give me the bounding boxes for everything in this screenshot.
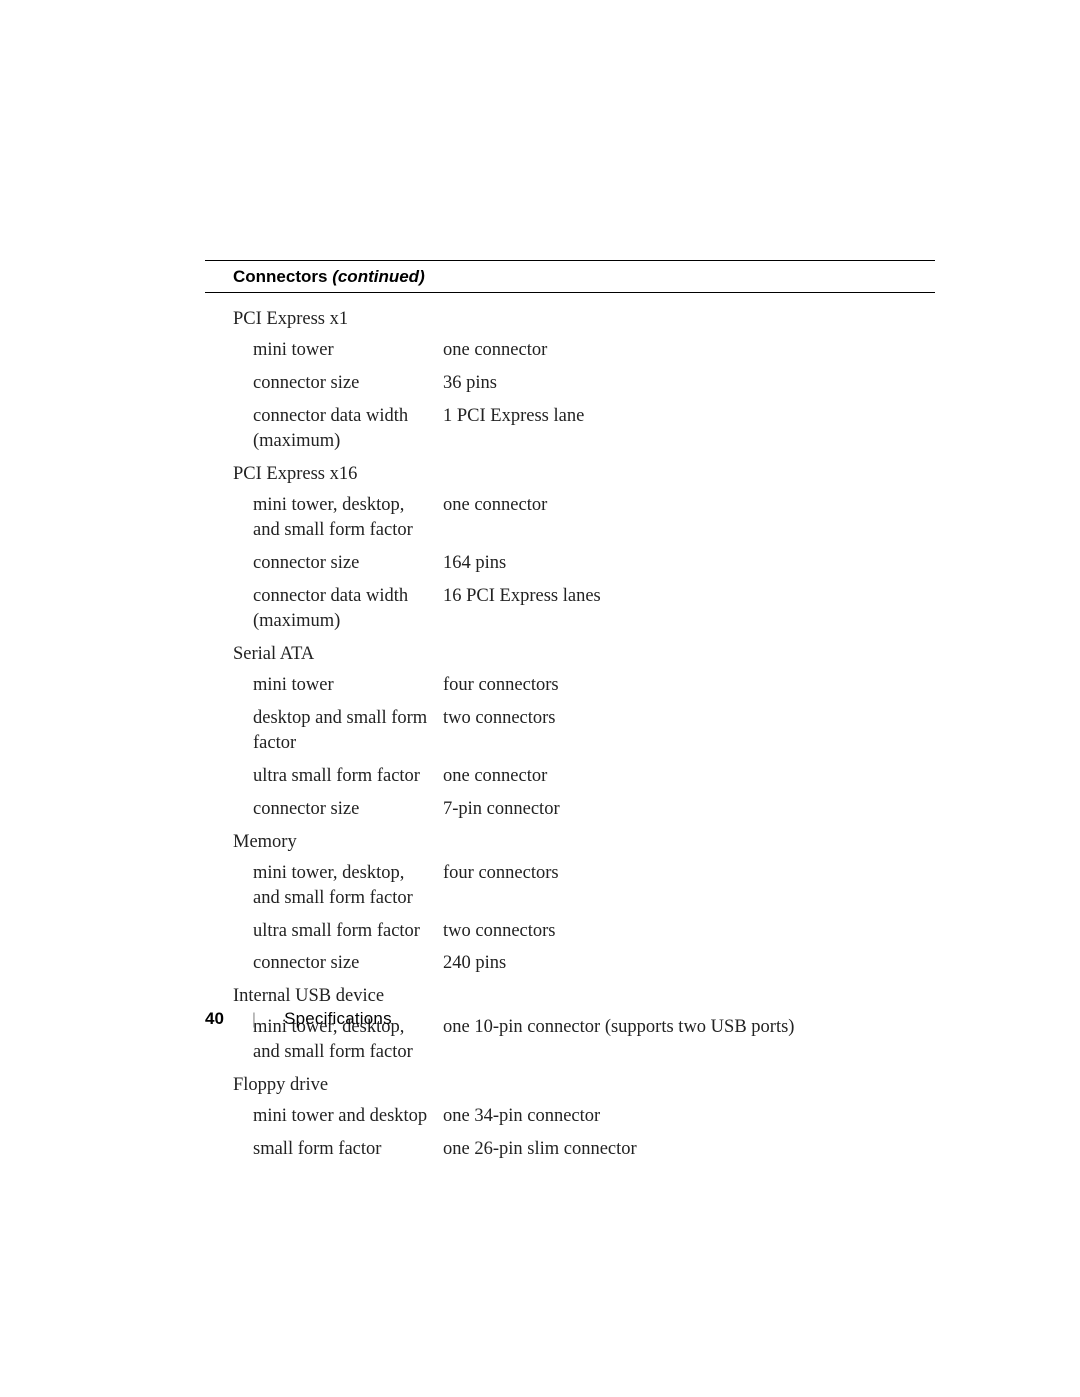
page-content: Connectors (continued) PCI Express x1 mi…	[0, 0, 1080, 1166]
spec-label: connector data width (maximum)	[233, 584, 443, 634]
group-heading: Serial ATA	[233, 638, 935, 669]
group-heading: PCI Express x1	[233, 303, 935, 334]
spec-value: two connectors	[443, 706, 935, 731]
spec-row: mini tower, desktop, and small form fact…	[233, 857, 935, 915]
spec-value: one connector	[443, 338, 935, 363]
spec-label: mini tower	[233, 673, 443, 698]
spec-row: ultra small form factor two connectors	[233, 915, 935, 948]
spec-value: two connectors	[443, 919, 935, 944]
spec-value: 36 pins	[443, 371, 935, 396]
spec-value: one connector	[443, 493, 935, 518]
spec-value: 164 pins	[443, 551, 935, 576]
spec-row: connector size 164 pins	[233, 547, 935, 580]
spec-label: desktop and small form factor	[233, 706, 443, 756]
spec-value: one 34-pin connector	[443, 1104, 935, 1129]
group-heading: PCI Express x16	[233, 458, 935, 489]
rule-mid	[205, 292, 935, 293]
spec-label: connector size	[233, 797, 443, 822]
spec-value: one 26-pin slim connector	[443, 1137, 935, 1162]
spec-row: connector data width (maximum) 16 PCI Ex…	[233, 580, 935, 638]
spec-value: 7-pin connector	[443, 797, 935, 822]
rule-top	[205, 260, 935, 261]
spec-label: ultra small form factor	[233, 919, 443, 944]
spec-row: desktop and small form factor two connec…	[233, 702, 935, 760]
spec-label: small form factor	[233, 1137, 443, 1162]
footer-divider: |	[252, 1011, 256, 1029]
spec-value: 1 PCI Express lane	[443, 404, 935, 429]
spec-value: one 10-pin connector (supports two USB p…	[443, 1015, 935, 1040]
spec-row: mini tower, desktop, and small form fact…	[233, 489, 935, 547]
spec-row: connector size 240 pins	[233, 947, 935, 980]
spec-label: mini tower, desktop, and small form fact…	[233, 861, 443, 911]
spec-value: 16 PCI Express lanes	[443, 584, 935, 609]
spec-table: PCI Express x1 mini tower one connector …	[205, 303, 935, 1166]
spec-label: mini tower, desktop, and small form fact…	[233, 493, 443, 543]
spec-row: connector size 36 pins	[233, 367, 935, 400]
spec-row: small form factor one 26-pin slim connec…	[233, 1133, 935, 1166]
spec-value: one connector	[443, 764, 935, 789]
spec-value: four connectors	[443, 673, 935, 698]
section-continued: (continued)	[332, 267, 425, 286]
group-heading: Memory	[233, 826, 935, 857]
page-number: 40	[205, 1009, 224, 1029]
footer-section-name: Specifications	[284, 1009, 392, 1029]
section-title: Connectors	[233, 267, 332, 286]
spec-label: ultra small form factor	[233, 764, 443, 789]
spec-value: 240 pins	[443, 951, 935, 976]
spec-label: connector size	[233, 371, 443, 396]
section-header: Connectors (continued)	[205, 267, 935, 287]
spec-row: connector data width (maximum) 1 PCI Exp…	[233, 400, 935, 458]
spec-row: mini tower and desktop one 34-pin connec…	[233, 1100, 935, 1133]
spec-row: mini tower one connector	[233, 334, 935, 367]
spec-row: mini tower four connectors	[233, 669, 935, 702]
spec-label: connector size	[233, 951, 443, 976]
group-heading: Internal USB device	[233, 980, 935, 1011]
spec-label: mini tower	[233, 338, 443, 363]
group-heading: Floppy drive	[233, 1069, 935, 1100]
spec-row: connector size 7-pin connector	[233, 793, 935, 826]
spec-label: mini tower and desktop	[233, 1104, 443, 1129]
spec-label: connector size	[233, 551, 443, 576]
spec-label: connector data width (maximum)	[233, 404, 443, 454]
page-footer: 40 | Specifications	[205, 1009, 392, 1029]
spec-row: ultra small form factor one connector	[233, 760, 935, 793]
spec-value: four connectors	[443, 861, 935, 886]
